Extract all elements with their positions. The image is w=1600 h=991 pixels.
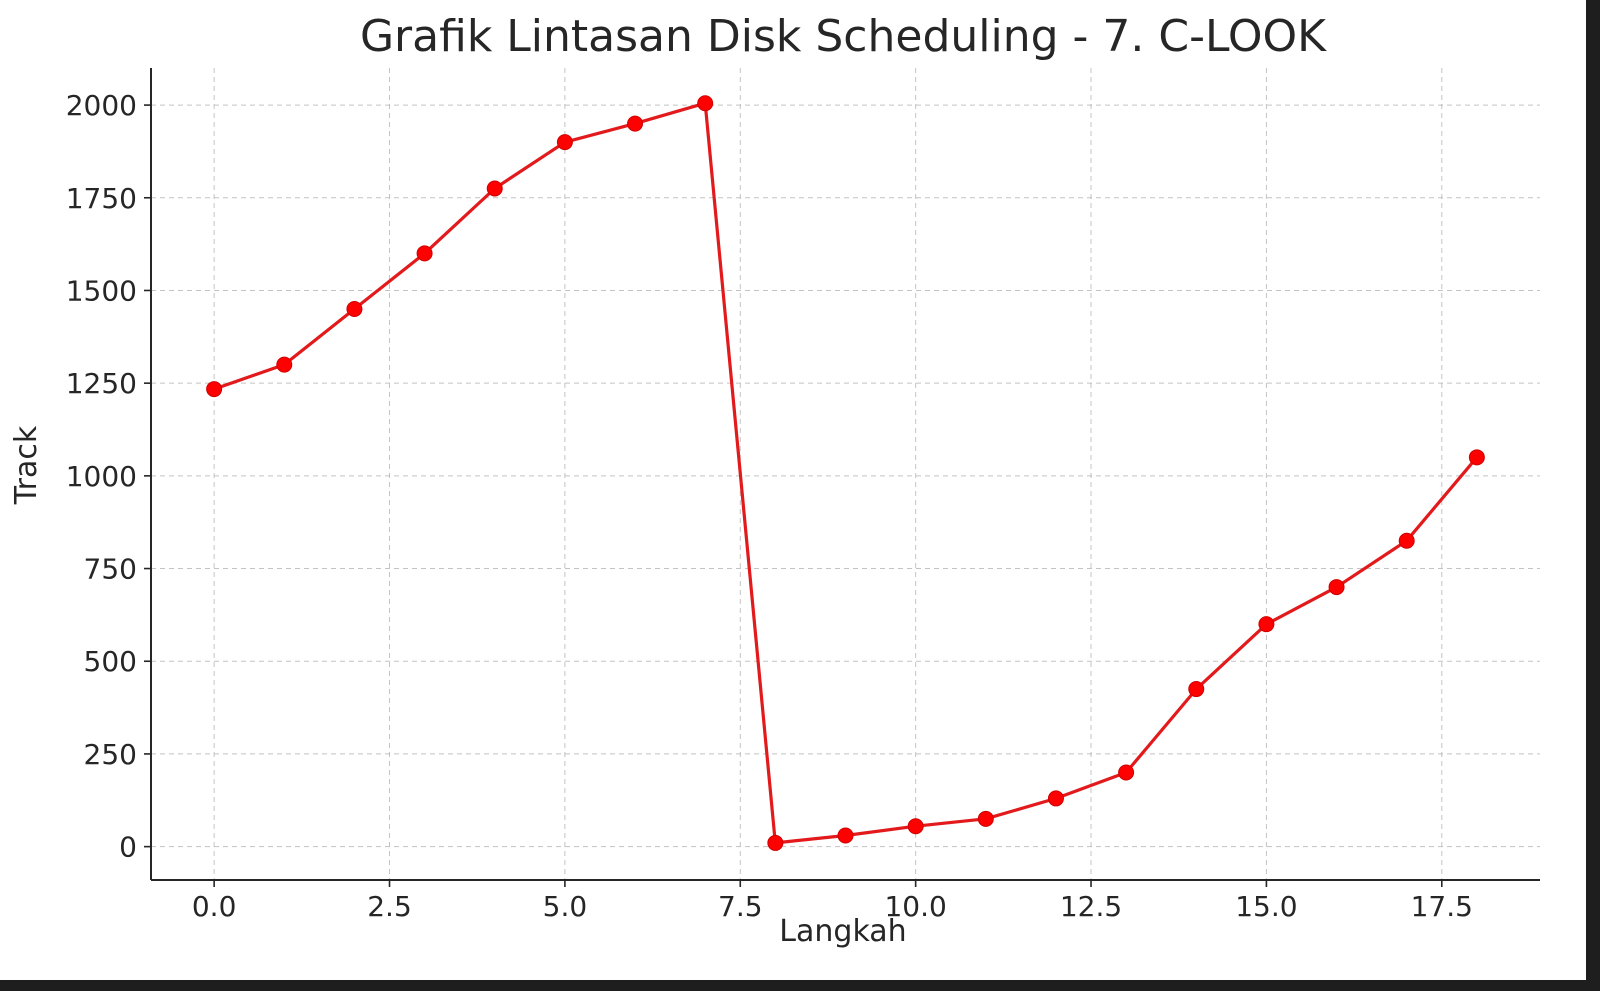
data-point xyxy=(907,818,924,835)
y-tick-label: 1750 xyxy=(66,182,137,215)
data-point xyxy=(416,245,433,262)
data-point xyxy=(346,301,363,318)
x-axis-title: Langkah xyxy=(779,914,906,949)
x-tick-label: 0.0 xyxy=(192,890,237,923)
data-point xyxy=(1047,790,1064,807)
data-point xyxy=(837,827,854,844)
y-tick-label: 500 xyxy=(84,645,137,678)
y-tick-label: 250 xyxy=(84,738,137,771)
data-point xyxy=(767,834,784,851)
x-tick-label: 5.0 xyxy=(543,890,588,923)
window-edge-bottom xyxy=(0,980,1600,991)
x-tick-label: 7.5 xyxy=(718,890,763,923)
x-tick-label: 2.5 xyxy=(367,890,412,923)
x-tick-label: 10.0 xyxy=(884,890,946,923)
ticks: 0.0 2.5 5.0 7.5 10.0 12.5 15.0 17.5 0 250 500 750 10… xyxy=(66,89,1473,923)
data-point xyxy=(276,356,293,373)
y-axis-title: Track xyxy=(9,425,44,505)
series xyxy=(206,95,1485,851)
series-line xyxy=(213,101,1479,845)
data-point xyxy=(1258,616,1275,633)
y-tick-label: 1000 xyxy=(66,460,137,493)
data-point xyxy=(977,810,994,827)
axes xyxy=(150,68,1540,881)
x-tick-label: 17.5 xyxy=(1411,890,1473,923)
data-point xyxy=(556,134,573,151)
data-point xyxy=(627,115,644,132)
data-point xyxy=(1468,449,1485,466)
x-tick-label: 12.5 xyxy=(1060,890,1122,923)
y-tick-label: 0 xyxy=(119,831,137,864)
y-tick-label: 750 xyxy=(84,553,137,586)
x-tick-label: 15.0 xyxy=(1235,890,1297,923)
y-tick-label: 1250 xyxy=(66,367,137,400)
data-point xyxy=(1118,764,1135,781)
grid xyxy=(151,68,1540,880)
y-tick-label: 2000 xyxy=(66,89,137,122)
data-point xyxy=(486,180,503,197)
y-tick-label: 1500 xyxy=(66,274,137,307)
window-edge-right xyxy=(1586,0,1600,991)
data-point xyxy=(1188,681,1205,698)
data-point xyxy=(206,381,223,398)
data-point xyxy=(697,95,714,112)
data-point xyxy=(1328,579,1345,596)
chart-title: Grafik Lintasan Disk Scheduling - 7. C-L… xyxy=(360,11,1327,62)
data-point xyxy=(1398,532,1415,549)
